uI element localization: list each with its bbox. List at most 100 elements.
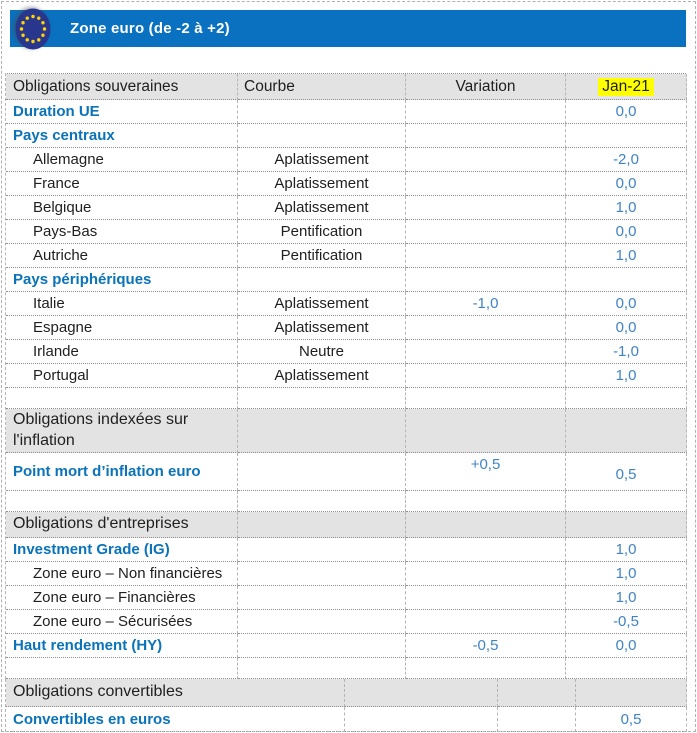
variation-cell[interactable] [406,610,566,634]
row-label-cell[interactable]: Duration UE [6,100,238,124]
jan21-value-cell[interactable] [566,388,687,409]
jan21-value-cell[interactable]: -1,0 [566,340,687,364]
jan21-value-cell[interactable]: 1,0 [566,586,687,610]
jan21-value-cell[interactable]: 1,0 [566,364,687,388]
courbe-cell[interactable]: Aplatissement [238,172,406,196]
row-label-cell[interactable]: Pays-Bas [6,220,238,244]
variation-cell[interactable] [498,707,576,732]
jan21-value-cell[interactable] [566,268,687,292]
variation-cell[interactable] [406,100,566,124]
jan21-value-cell[interactable]: 1,0 [566,538,687,562]
jan21-value-cell[interactable] [576,679,687,707]
courbe-cell[interactable] [238,634,406,658]
variation-cell[interactable] [406,388,566,409]
variation-cell[interactable] [406,316,566,340]
jan21-value-cell[interactable] [566,512,687,538]
row-label-cell[interactable]: Obligations convertibles [6,679,345,707]
jan21-value-cell[interactable]: -0,5 [566,610,687,634]
courbe-cell[interactable] [345,679,498,707]
jan21-value-cell[interactable]: 0,0 [566,220,687,244]
courbe-cell[interactable] [238,586,406,610]
variation-cell[interactable] [406,512,566,538]
row-label-cell[interactable]: Autriche [6,244,238,268]
column-header-3[interactable]: Jan-21 [566,74,687,100]
courbe-cell[interactable] [238,388,406,409]
row-label-cell[interactable]: Zone euro – Non financières [6,562,238,586]
courbe-cell[interactable]: Aplatissement [238,196,406,220]
row-label-cell[interactable]: Obligations d'entreprises [6,512,238,538]
variation-cell[interactable] [406,148,566,172]
row-label-cell[interactable]: Investment Grade (IG) [6,538,238,562]
variation-cell[interactable] [406,124,566,148]
variation-cell[interactable] [406,562,566,586]
variation-cell[interactable] [406,586,566,610]
courbe-cell[interactable] [238,409,406,453]
variation-cell[interactable]: +0,5 [406,453,566,491]
jan21-value-cell[interactable]: 0,0 [566,316,687,340]
row-label-cell[interactable]: Zone euro – Financières [6,586,238,610]
jan21-value-cell[interactable] [566,409,687,453]
variation-cell[interactable] [406,409,566,453]
row-label-cell[interactable]: Point mort d’inflation euro [6,453,238,491]
jan21-value-cell[interactable]: 0,5 [566,453,687,491]
row-label-cell[interactable]: Obligations indexées sur l'inflation [6,409,238,453]
column-header-1[interactable]: Courbe [238,74,406,100]
courbe-cell[interactable] [238,268,406,292]
variation-cell[interactable] [406,491,566,512]
jan21-value-cell[interactable] [566,491,687,512]
jan21-value-cell[interactable]: 0,0 [566,292,687,316]
row-label-cell[interactable]: Zone euro – Sécurisées [6,610,238,634]
row-label-cell[interactable]: Espagne [6,316,238,340]
variation-cell[interactable]: -1,0 [406,292,566,316]
variation-cell[interactable] [406,658,566,679]
column-header-0[interactable]: Obligations souveraines [6,74,238,100]
courbe-cell[interactable]: Aplatissement [238,148,406,172]
row-label-cell[interactable]: France [6,172,238,196]
courbe-cell[interactable] [238,658,406,679]
variation-cell[interactable] [406,340,566,364]
courbe-cell[interactable] [345,707,498,732]
variation-cell[interactable] [406,196,566,220]
jan21-value-cell[interactable]: 0,0 [566,634,687,658]
row-label-cell[interactable]: Pays centraux [6,124,238,148]
jan21-value-cell[interactable] [566,658,687,679]
row-label-cell[interactable]: Irlande [6,340,238,364]
jan21-value-cell[interactable]: 0,0 [566,172,687,196]
jan21-value-cell[interactable]: 0,5 [576,707,687,732]
row-label-cell[interactable]: Allemagne [6,148,238,172]
courbe-cell[interactable] [238,538,406,562]
variation-cell[interactable] [406,172,566,196]
row-label-cell[interactable]: Convertibles en euros [6,707,345,732]
courbe-cell[interactable]: Pentification [238,244,406,268]
row-label-cell[interactable]: Portugal [6,364,238,388]
row-label-cell[interactable] [6,491,238,512]
variation-cell[interactable]: -0,5 [406,634,566,658]
variation-cell[interactable] [406,220,566,244]
courbe-cell[interactable]: Aplatissement [238,364,406,388]
row-label-cell[interactable]: Haut rendement (HY) [6,634,238,658]
row-label-cell[interactable] [6,388,238,409]
courbe-cell[interactable] [238,562,406,586]
courbe-cell[interactable] [238,100,406,124]
jan21-value-cell[interactable]: 0,0 [566,100,687,124]
courbe-cell[interactable] [238,453,406,491]
courbe-cell[interactable]: Pentification [238,220,406,244]
variation-cell[interactable] [406,364,566,388]
row-label-cell[interactable]: Italie [6,292,238,316]
variation-cell[interactable] [406,538,566,562]
variation-cell[interactable] [406,268,566,292]
variation-cell[interactable] [406,244,566,268]
courbe-cell[interactable] [238,512,406,538]
jan21-value-cell[interactable]: 1,0 [566,196,687,220]
variation-cell[interactable] [498,679,576,707]
jan21-value-cell[interactable] [566,124,687,148]
jan21-value-cell[interactable]: -2,0 [566,148,687,172]
column-header-2[interactable]: Variation [406,74,566,100]
courbe-cell[interactable] [238,124,406,148]
jan21-value-cell[interactable]: 1,0 [566,244,687,268]
row-label-cell[interactable]: Pays périphériques [6,268,238,292]
courbe-cell[interactable] [238,491,406,512]
courbe-cell[interactable]: Aplatissement [238,292,406,316]
row-label-cell[interactable] [6,658,238,679]
courbe-cell[interactable]: Neutre [238,340,406,364]
